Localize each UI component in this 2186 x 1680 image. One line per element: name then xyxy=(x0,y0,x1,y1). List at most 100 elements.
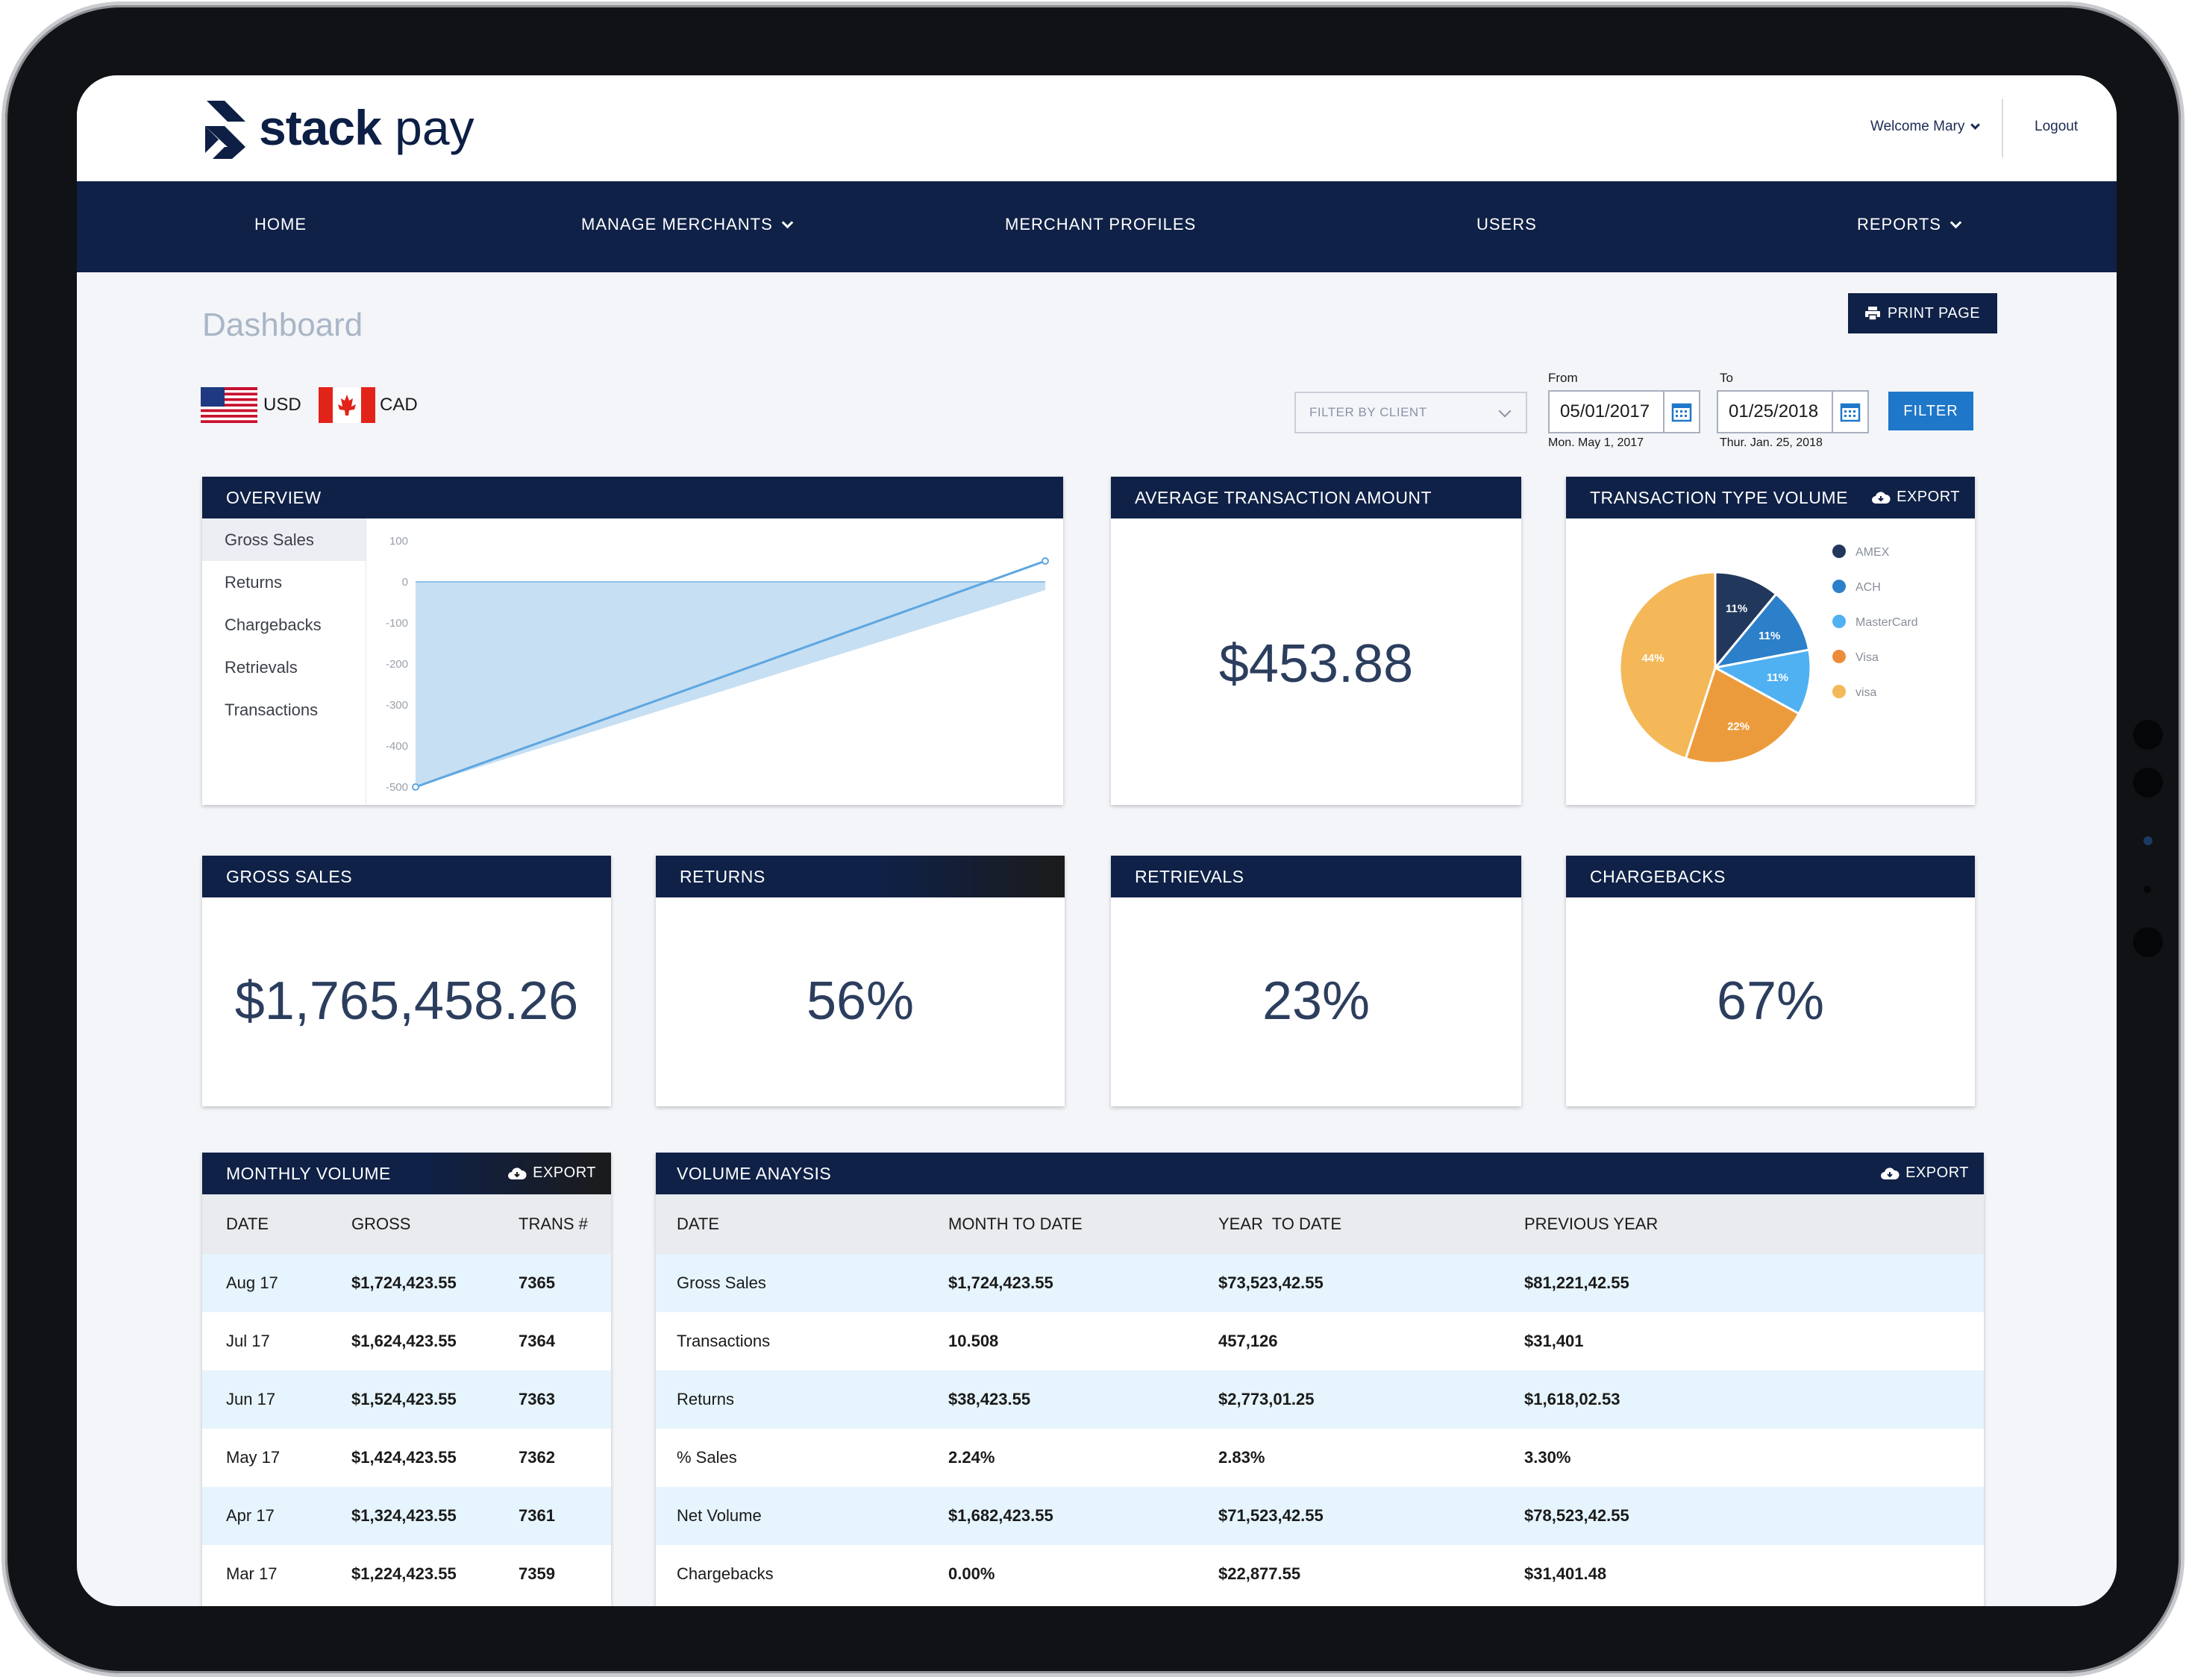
table-row[interactable]: Gross Sales $1,724,423.55 $73,523,42.55 … xyxy=(656,1254,1984,1312)
overview-item-retrievals[interactable]: Retrievals xyxy=(225,657,298,677)
cloud-download-icon xyxy=(1881,1167,1900,1179)
nav-manage-merchants[interactable]: MANAGE MERCHANTS xyxy=(581,215,794,234)
stackpay-logo[interactable]: stack pay xyxy=(202,96,516,160)
monthly-volume-column-headers: DATE GROSS TRANS # xyxy=(202,1194,611,1254)
volume-analysis-export-button[interactable]: EXPORT xyxy=(1880,1165,1969,1182)
column-header-trans[interactable]: TRANS # xyxy=(519,1214,588,1233)
calendar-icon[interactable] xyxy=(1663,392,1699,432)
client-filter-placeholder: FILTER BY CLIENT xyxy=(1309,405,1427,419)
overview-item-transactions[interactable]: Transactions xyxy=(225,700,319,719)
retrievals-card: RETRIEVALS 23% xyxy=(1111,856,1521,1106)
row-gross: $1,524,423.55 xyxy=(351,1390,457,1408)
row-year-to-date: $22,877.55 xyxy=(1218,1564,1301,1583)
column-header-previous-year[interactable]: PREVIOUS YEAR xyxy=(1524,1214,1659,1233)
us-flag-icon[interactable] xyxy=(201,387,257,423)
row-gross: $1,324,423.55 xyxy=(351,1506,457,1525)
volume-analysis-header: VOLUME ANAYSIS EXPORT xyxy=(656,1153,1984,1194)
row-label: Transactions xyxy=(677,1332,771,1350)
column-header-month-to-date[interactable]: MONTH TO DATE xyxy=(948,1214,1083,1233)
pie-slice-label: 22% xyxy=(1727,721,1750,733)
to-date-input[interactable]: 01/25/2018 xyxy=(1717,390,1869,433)
cad-label[interactable]: CAD xyxy=(380,395,418,415)
table-row[interactable]: May 17 $1,424,423.55 7362 xyxy=(202,1429,611,1487)
table-row[interactable]: Aug 17 $1,724,423.55 7365 xyxy=(202,1254,611,1312)
welcome-menu[interactable]: Welcome Mary xyxy=(1870,119,1981,135)
cloud-download-icon xyxy=(508,1167,527,1179)
nav-merchant-profiles[interactable]: MERCHANT PROFILES xyxy=(1005,215,1197,233)
row-label: % Sales xyxy=(677,1448,737,1467)
table-row[interactable]: % Sales 2.24% 2.83% 3.30% xyxy=(656,1429,1984,1487)
row-previous-year: 3.30% xyxy=(1524,1448,1571,1467)
usd-label[interactable]: USD xyxy=(263,395,301,415)
table-row[interactable]: Chargebacks 0.00% $22,877.55 $31,401.48 xyxy=(656,1545,1984,1603)
table-row[interactable]: Mar 17 $1,224,423.55 7359 xyxy=(202,1545,611,1603)
avg-transaction-card: AVERAGE TRANSACTION AMOUNT $453.88 xyxy=(1111,477,1521,805)
overview-title: OVERVIEW xyxy=(226,487,322,507)
pie-slice-label: 11% xyxy=(1726,603,1747,615)
print-page-button[interactable]: PRINT PAGE xyxy=(1848,293,1997,333)
table-row[interactable]: Transactions 10.508 457,126 $31,401 xyxy=(656,1312,1984,1370)
column-header-gross[interactable]: GROSS xyxy=(351,1214,411,1233)
row-gross: $1,624,423.55 xyxy=(351,1332,457,1350)
returns-title: RETURNS xyxy=(680,866,765,886)
y-tick-label: -100 xyxy=(386,617,408,630)
pie-slice xyxy=(1714,571,1778,671)
monthly-volume-title: MONTHLY VOLUME xyxy=(226,1163,391,1183)
column-header-year-to-date[interactable]: YEAR TO DATE xyxy=(1218,1214,1342,1233)
logout-link[interactable]: Logout xyxy=(2035,119,2079,134)
table-row[interactable]: Jul 17 $1,624,423.55 7364 xyxy=(202,1312,611,1370)
data-point xyxy=(412,783,419,791)
pie-slice xyxy=(1711,648,1812,715)
y-tick-label: -500 xyxy=(386,781,408,794)
camera-icon xyxy=(2143,836,2152,845)
calendar-icon[interactable] xyxy=(1832,392,1867,432)
nav-reports[interactable]: REPORTS xyxy=(1857,215,1962,234)
row-previous-year: $31,401.48 xyxy=(1524,1564,1607,1583)
legend-label: ACH xyxy=(1855,581,1881,594)
series-line xyxy=(415,560,1046,789)
data-point xyxy=(1042,557,1049,565)
overview-item-chargebacks[interactable]: Chargebacks xyxy=(225,615,322,634)
from-date-input[interactable]: 05/01/2017 xyxy=(1548,390,1700,433)
table-row[interactable]: Net Volume $1,682,423.55 $71,523,42.55 $… xyxy=(656,1487,1984,1545)
header-divider xyxy=(2002,99,2003,157)
table-row[interactable]: Returns $38,423.55 $2,773,01.25 $1,618,0… xyxy=(656,1370,1984,1429)
transaction-type-title: TRANSACTION TYPE VOLUME xyxy=(1590,487,1848,507)
transaction-type-export-label: EXPORT xyxy=(1897,489,1960,505)
returns-card: RETURNS 56% xyxy=(656,856,1065,1106)
row-trans: 7364 xyxy=(519,1332,555,1350)
pie-slice-label: 44% xyxy=(1642,652,1664,665)
row-trans: 7361 xyxy=(519,1506,555,1525)
row-year-to-date: $71,523,42.55 xyxy=(1218,1506,1324,1525)
chevron-down-icon xyxy=(1949,216,1962,229)
row-trans: 7363 xyxy=(519,1390,555,1408)
canada-flag-icon[interactable] xyxy=(319,387,375,423)
pie-slice-label: 11% xyxy=(1758,630,1780,642)
chevron-down-icon xyxy=(1498,404,1512,418)
legend-dot xyxy=(1832,580,1846,593)
filter-button[interactable]: FILTER xyxy=(1888,392,1973,430)
to-date-value: 01/25/2018 xyxy=(1729,401,1819,421)
table-row[interactable]: Jun 17 $1,524,423.55 7363 xyxy=(202,1370,611,1429)
row-label: Returns xyxy=(677,1390,735,1408)
top-bar: stack pay Welcome Mary Logout xyxy=(77,75,2117,181)
from-label: From xyxy=(1548,371,1578,385)
overview-item-returns[interactable]: Returns xyxy=(225,572,283,592)
to-label: To xyxy=(1720,371,1733,385)
monthly-volume-export-button[interactable]: EXPORT xyxy=(507,1165,596,1182)
nav-users[interactable]: USERS xyxy=(1476,215,1537,233)
nav-home[interactable]: HOME xyxy=(254,215,307,233)
pie-slice-label: 11% xyxy=(1767,671,1788,684)
column-header-date[interactable]: DATE xyxy=(677,1214,720,1233)
transaction-type-export-button[interactable]: EXPORT xyxy=(1871,489,1960,506)
transaction-type-pie-chart: 11% 11% 11% 22% 44% AMEX ACH MasterCard Visa visa xyxy=(1618,545,1918,765)
overview-item-gross-sales[interactable]: Gross Sales xyxy=(202,518,366,561)
chargebacks-title: CHARGEBACKS xyxy=(1590,866,1726,886)
client-filter-select[interactable]: FILTER BY CLIENT xyxy=(1294,392,1527,433)
row-label: Net Volume xyxy=(677,1506,762,1525)
column-header-date[interactable]: DATE xyxy=(226,1214,269,1233)
table-row[interactable]: Apr 17 $1,324,423.55 7361 xyxy=(202,1487,611,1545)
y-tick-label: 100 xyxy=(389,535,408,548)
row-gross: $1,224,423.55 xyxy=(351,1564,457,1583)
row-date: Mar 17 xyxy=(226,1564,278,1583)
